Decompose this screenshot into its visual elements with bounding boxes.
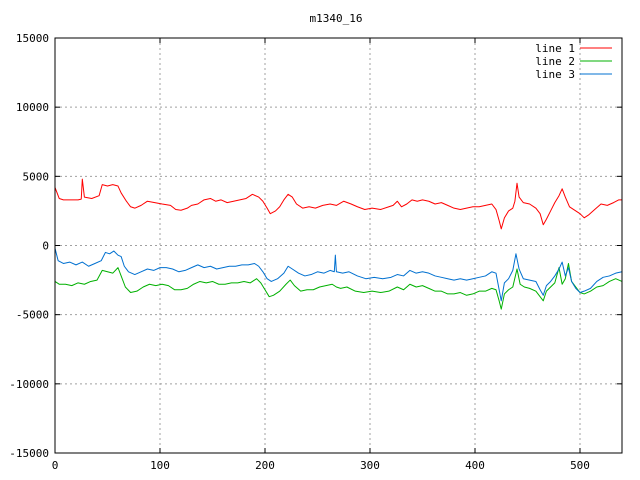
series-group <box>54 178 623 310</box>
legend-label-3: line 3 <box>535 68 575 81</box>
series-line-3 <box>54 248 623 302</box>
y-tick-label: 10000 <box>16 101 49 114</box>
y-tick-label: 0 <box>42 240 49 253</box>
y-tick-label: 15000 <box>16 32 49 45</box>
y-tick-label: -15000 <box>9 447 49 460</box>
x-tick-label: 300 <box>360 459 380 472</box>
x-tick-label: 0 <box>52 459 59 472</box>
series-line-2 <box>54 262 623 310</box>
y-tick-label: -10000 <box>9 378 49 391</box>
x-tick-label: 500 <box>570 459 590 472</box>
y-tick-label: -5000 <box>16 309 49 322</box>
y-axis-tick-labels: -15000 -10000 -5000 0 5000 10000 15000 <box>9 32 49 460</box>
plot-frame <box>54 37 623 454</box>
x-tick-label: 200 <box>255 459 275 472</box>
x-tick-label: 400 <box>465 459 485 472</box>
grid-lines <box>55 38 622 453</box>
x-axis-tick-labels: 0 100 200 300 400 500 <box>52 459 590 472</box>
chart-title: m1340_16 <box>310 12 363 25</box>
y-tick-label: 5000 <box>23 170 50 183</box>
legend-label-2: line 2 <box>535 55 575 68</box>
x-tick-label: 100 <box>150 459 170 472</box>
legend-label-1: line 1 <box>535 42 575 55</box>
series-line-1 <box>54 178 622 230</box>
